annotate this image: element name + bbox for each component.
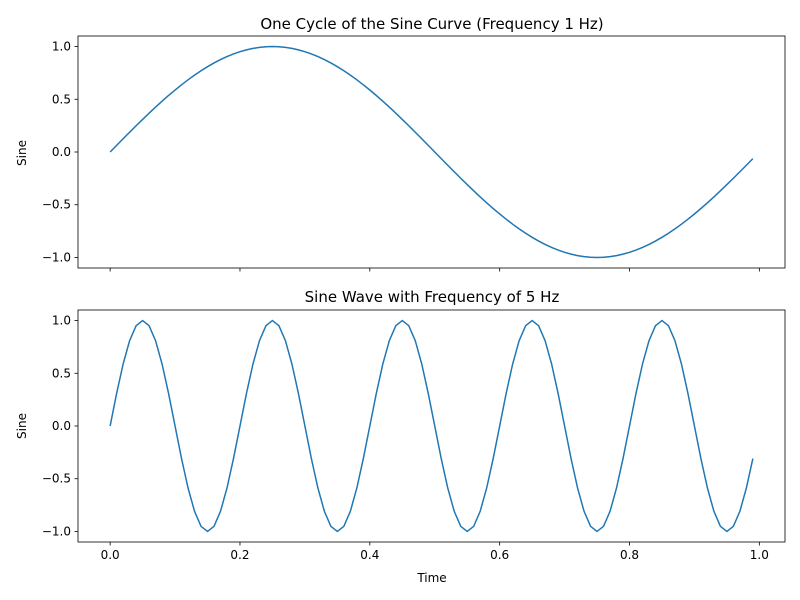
- top-axes-frame: [77, 35, 786, 269]
- top-y-tick-label: 1.0: [52, 40, 71, 54]
- bottom-sine-line: [109, 319, 754, 533]
- bottom-axes-frame: [77, 309, 786, 543]
- subplot-top: One Cycle of the Sine Curve (Frequency 1…: [15, 15, 786, 272]
- top-y-tick-label: −1.0: [42, 250, 71, 264]
- bottom-x-tick-label: 0.8: [620, 548, 639, 562]
- bottom-x-tick-label: 0.6: [490, 548, 509, 562]
- bottom-ticks: −1.0 −0.5 0.0 0.5 1.0 0.0 0.2 0.4 0.6 0.8 1.0: [42, 314, 769, 562]
- bottom-y-tick-label: −1.0: [42, 524, 71, 538]
- bottom-y-tick-label: 0.5: [52, 366, 71, 380]
- top-chart-title: One Cycle of the Sine Curve (Frequency 1…: [260, 15, 603, 33]
- bottom-x-tick-label: 0.0: [101, 548, 120, 562]
- top-y-tick-label: 0.0: [52, 145, 71, 159]
- bottom-y-tick-label: 0.0: [52, 419, 71, 433]
- subplot-bottom: Sine Wave with Frequency of 5 Hz Sine Ti…: [15, 288, 786, 585]
- bottom-y-tick-label: −0.5: [42, 472, 71, 486]
- bottom-x-tick-label: 0.2: [230, 548, 249, 562]
- bottom-x-tick-label: 0.4: [360, 548, 379, 562]
- top-y-axis-label: Sine: [15, 140, 29, 166]
- bottom-x-axis-label: Time: [416, 571, 446, 585]
- bottom-y-tick-label: 1.0: [52, 314, 71, 328]
- top-ticks: −1.0 −0.5 0.0 0.5 1.0: [42, 40, 760, 272]
- top-y-tick-label: 0.5: [52, 92, 71, 106]
- bottom-chart-title: Sine Wave with Frequency of 5 Hz: [305, 288, 560, 306]
- top-sine-line: [109, 45, 754, 259]
- top-y-tick-label: −0.5: [42, 198, 71, 212]
- bottom-y-axis-label: Sine: [15, 413, 29, 439]
- bottom-x-tick-label: 1.0: [750, 548, 769, 562]
